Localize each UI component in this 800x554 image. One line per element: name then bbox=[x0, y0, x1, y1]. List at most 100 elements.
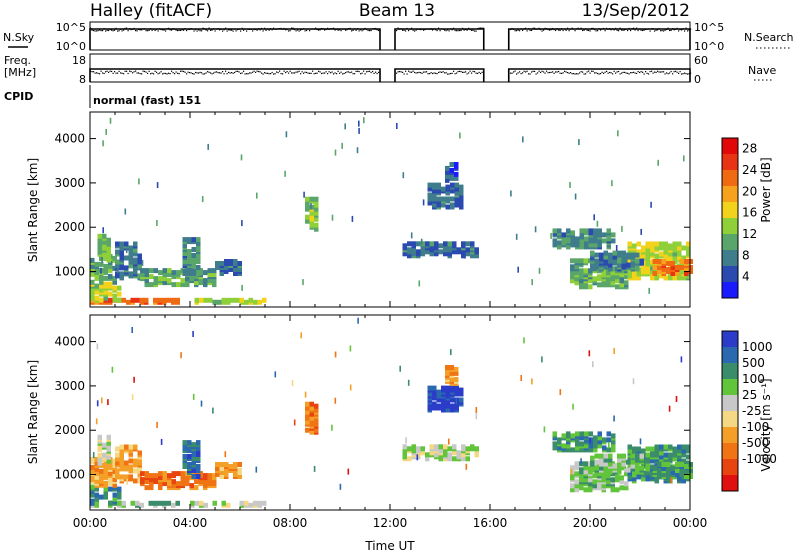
velocity-cell bbox=[117, 500, 122, 506]
velocity-cell bbox=[432, 391, 437, 397]
power-cell bbox=[441, 186, 446, 192]
colorbar-swatch bbox=[722, 379, 738, 395]
velocity-cell bbox=[402, 444, 407, 450]
nsky-dot bbox=[483, 27, 485, 29]
freq-dot bbox=[273, 73, 275, 75]
power-cell bbox=[679, 259, 684, 264]
nsky-dot bbox=[427, 28, 429, 30]
velocity-sparse-cell bbox=[531, 378, 533, 385]
power-cell bbox=[621, 254, 626, 260]
velocity-echo-region bbox=[182, 440, 201, 479]
freq-dot bbox=[328, 71, 330, 73]
colorbar-swatch bbox=[722, 363, 738, 379]
freq-dot bbox=[564, 70, 566, 72]
nsky-dot bbox=[676, 27, 678, 29]
freq-dot bbox=[402, 71, 404, 73]
power-cell bbox=[149, 268, 154, 274]
freq-dot bbox=[351, 71, 353, 73]
nsky-dot bbox=[234, 28, 236, 30]
velocity-cell bbox=[552, 445, 557, 451]
nsky-dot bbox=[178, 29, 180, 32]
velocity-cell bbox=[557, 445, 562, 451]
freq-dot bbox=[607, 72, 609, 74]
power-cell bbox=[97, 247, 102, 253]
power-cell bbox=[681, 269, 686, 275]
power-cell bbox=[617, 250, 622, 256]
power-cell bbox=[187, 271, 192, 276]
freq-dot bbox=[672, 73, 674, 75]
freq-dot bbox=[313, 73, 315, 75]
freq-dot bbox=[511, 72, 513, 74]
freq-dot bbox=[646, 72, 648, 74]
freq-dot bbox=[414, 71, 416, 74]
freq-dot bbox=[180, 70, 182, 72]
nsky-dot bbox=[631, 28, 633, 30]
power-cell bbox=[153, 297, 158, 303]
nsky-dot bbox=[544, 27, 546, 29]
power-sparse-cell bbox=[201, 196, 204, 203]
nsky-dot bbox=[624, 29, 626, 31]
velocity-cell bbox=[99, 494, 104, 500]
velocity-cell bbox=[233, 472, 238, 477]
nsky-dot bbox=[510, 28, 512, 31]
power-cell bbox=[128, 259, 133, 265]
freq-dot bbox=[252, 71, 254, 73]
velocity-cell bbox=[149, 473, 154, 479]
nsky-dot bbox=[357, 28, 359, 30]
velocity-sparse-cell bbox=[291, 380, 294, 386]
velocity-cell bbox=[636, 446, 641, 452]
velocity-cell bbox=[162, 500, 167, 506]
velocity-sparse-cell bbox=[475, 413, 478, 420]
velocity-sparse-cell bbox=[523, 337, 525, 344]
power-cell bbox=[221, 297, 226, 303]
power-cell bbox=[167, 268, 172, 274]
freq-dot bbox=[589, 72, 591, 74]
freq-dot bbox=[444, 72, 446, 74]
freq-dot bbox=[583, 73, 585, 75]
velocity-sparse-cell bbox=[680, 356, 683, 363]
velocity-cell bbox=[224, 462, 229, 467]
power-cell bbox=[626, 262, 631, 268]
freq-dot bbox=[148, 70, 150, 72]
power-cell bbox=[215, 265, 220, 270]
freq-dot bbox=[316, 72, 318, 74]
velocity-cell bbox=[203, 502, 208, 508]
nsky-dot bbox=[630, 29, 632, 32]
power-cell bbox=[153, 268, 158, 274]
freq-dot bbox=[567, 71, 569, 74]
power-cell bbox=[434, 245, 439, 251]
freq-dot bbox=[250, 72, 252, 74]
power-cell bbox=[411, 247, 416, 253]
velocity-cell bbox=[425, 452, 430, 458]
nsky-dot bbox=[145, 30, 147, 32]
freq-dot bbox=[274, 73, 276, 75]
power-sparse-cell bbox=[550, 232, 552, 239]
velocity-cell bbox=[459, 391, 464, 397]
colorbar-swatch bbox=[722, 411, 738, 427]
velocity-cell bbox=[407, 456, 412, 462]
velocity-cell bbox=[171, 471, 176, 477]
power-sparse-cell bbox=[358, 120, 360, 127]
velocity-echo-region bbox=[590, 453, 644, 475]
velocity-echo-region bbox=[652, 462, 693, 479]
velocity-cell bbox=[140, 471, 145, 477]
freq-dot bbox=[192, 72, 194, 75]
velocity-cell bbox=[194, 479, 199, 485]
freq-dot bbox=[358, 70, 360, 73]
freq-dot bbox=[286, 70, 288, 73]
nsky-dot bbox=[124, 27, 126, 29]
nsky-dot bbox=[208, 27, 210, 29]
velocity-cell bbox=[686, 454, 691, 460]
freq-dot bbox=[628, 73, 630, 75]
power-cell bbox=[97, 243, 102, 249]
freq-dot bbox=[684, 72, 686, 74]
freq-dot bbox=[102, 72, 104, 74]
power-cell bbox=[436, 188, 441, 194]
velocity-cell bbox=[670, 466, 675, 471]
colorbar-swatch bbox=[722, 347, 738, 363]
nsky-dot bbox=[433, 28, 435, 30]
velocity-cell bbox=[176, 471, 181, 477]
power-cell bbox=[579, 278, 584, 284]
power-sparse-cell bbox=[531, 279, 533, 286]
power-cell bbox=[94, 295, 99, 301]
